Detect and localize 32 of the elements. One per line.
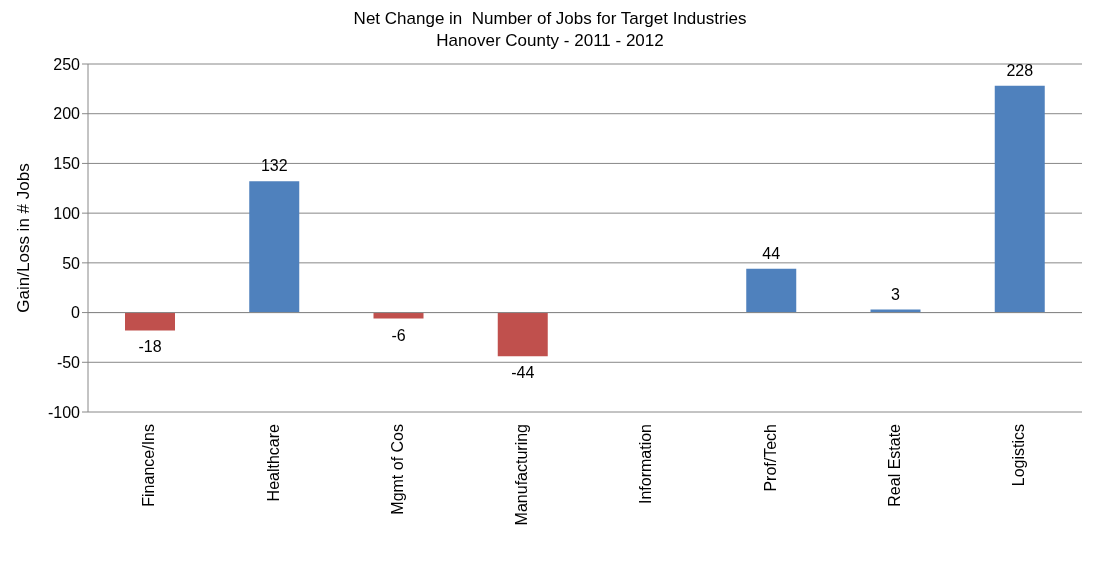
bar xyxy=(994,85,1045,313)
data-label: -18 xyxy=(138,338,162,356)
y-axis-title: Gain/Loss in # Jobs xyxy=(14,163,34,313)
bar xyxy=(746,268,797,313)
y-tick-label: 250 xyxy=(53,55,81,73)
y-tick-label: 150 xyxy=(53,155,81,173)
x-tick-label: Finance/Ins xyxy=(140,424,158,507)
data-label: 228 xyxy=(1006,61,1034,79)
data-label: -6 xyxy=(391,326,406,344)
y-tick-label: 200 xyxy=(53,105,81,123)
bar xyxy=(249,181,300,313)
data-label: -44 xyxy=(511,364,535,382)
data-label: 44 xyxy=(762,244,781,262)
y-tick-label: 0 xyxy=(71,304,81,322)
y-tick-label: -50 xyxy=(56,353,81,371)
data-label: 132 xyxy=(260,157,288,175)
x-tick-label: Information xyxy=(637,424,655,505)
chart-title: Net Change in Number of Jobs for Target Industries xyxy=(352,8,748,30)
bar xyxy=(125,312,175,331)
x-tick-label: Real Estate xyxy=(885,423,903,507)
chart-subtitle: Hanover County - 2011 - 2012 xyxy=(435,30,665,52)
y-tick-label: 100 xyxy=(53,204,81,222)
x-tick-label: Manufacturing xyxy=(513,424,531,526)
y-tick-label: -100 xyxy=(47,403,81,421)
data-label: 3 xyxy=(891,285,901,303)
bar xyxy=(373,312,424,319)
x-tick-label: Mgmt of Cos xyxy=(388,424,406,515)
x-tick-label: Prof/Tech xyxy=(761,424,779,492)
y-tick-label: 50 xyxy=(62,254,81,272)
bar xyxy=(497,312,548,357)
x-tick-label: Logistics xyxy=(1010,424,1028,487)
x-tick-label: Healthcare xyxy=(264,423,282,502)
